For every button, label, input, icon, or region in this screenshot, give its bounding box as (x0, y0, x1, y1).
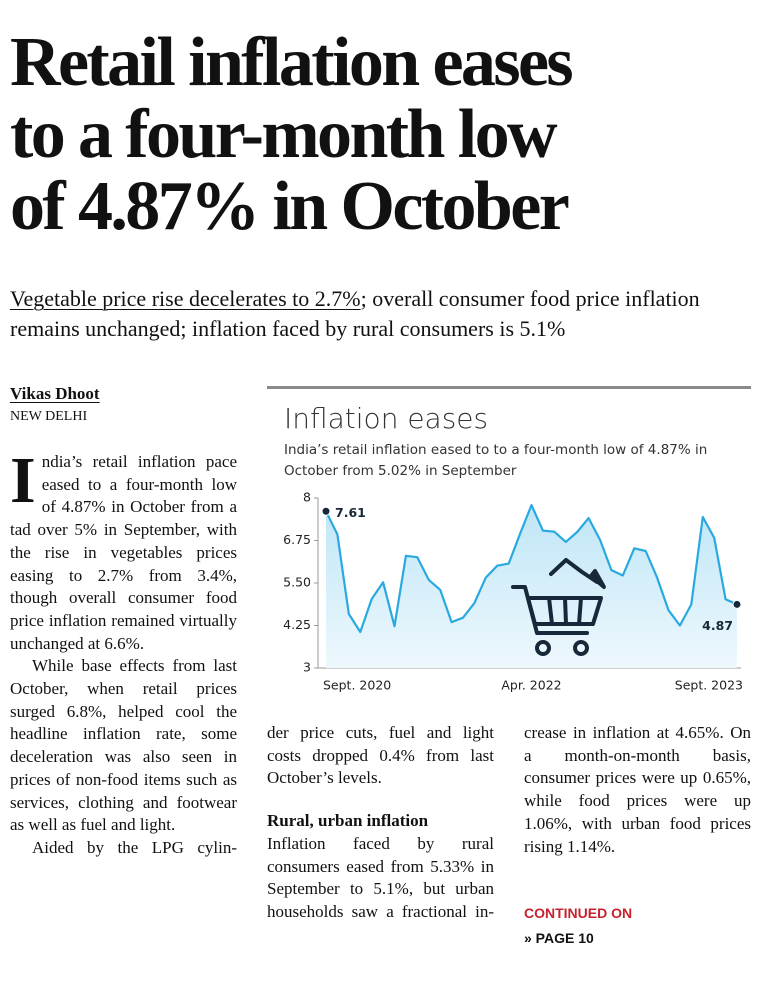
chart-subtitle-box: India’s retail inflation eased to to a f… (284, 442, 708, 479)
headline: Retail inflation eases to a four-month l… (10, 27, 755, 243)
continued-label: CONTINUED ON (524, 905, 633, 921)
paragraph: Aided by the LPG cylin- (32, 837, 237, 857)
x-tick-label: Apr. 2022 (501, 678, 561, 693)
subheadline-highlight: Vegetable price rise decelerates to 2.7% (10, 286, 361, 311)
cart-slat (547, 596, 554, 626)
dateline: NEW DELHI (10, 409, 88, 424)
cart-wheel (535, 640, 551, 656)
y-tick-label: 6.75 (283, 532, 311, 547)
section-heading: Rural, urban inflation (267, 811, 429, 831)
cart-wheel (573, 640, 589, 656)
y-tick-label: 3 (303, 660, 311, 675)
column: der price cuts, fuel and light costs dro… (267, 722, 494, 924)
y-tick-label: 8 (303, 490, 311, 505)
point (732, 599, 742, 609)
paragraph: crease in inflation at 4.65%. On a month… (524, 723, 751, 856)
paragraph: Inflation faced by rural consumers eased… (267, 833, 494, 921)
headline-line: to a four-month low (10, 96, 558, 173)
area (326, 505, 737, 668)
byline: Vikas Dhoot (10, 384, 100, 403)
cart-slat (563, 596, 568, 626)
cart-icon (511, 558, 606, 656)
paragraph: India’s retail inflation pace eased to a… (10, 444, 237, 653)
point (321, 506, 331, 516)
chart-top-rule (267, 386, 751, 389)
plot: 3 4.25 5.50 6.75 8 Sept. 2020 Apr. 2022 Sept. 2… (283, 490, 743, 693)
cart-basket (526, 596, 603, 626)
chart: Inflation eases India’s retail inflation… (267, 386, 751, 693)
headline-line: of 4.87% in October (10, 168, 570, 243)
line (325, 504, 738, 634)
x-tick-label: Sept. 2020 (323, 678, 391, 693)
paragraph: While base effects from last October, wh… (10, 656, 237, 835)
column: India’s retail inflation pace eased to a… (10, 444, 237, 860)
subheadline: Vegetable price rise decelerates to 2.7%… (10, 284, 735, 344)
cart-slat (577, 596, 583, 626)
data-label: 7.61 (335, 505, 366, 520)
x-tick-label: Sept. 2023 (675, 678, 743, 693)
column: crease in inflation at 4.65%. On a month… (524, 722, 751, 858)
paragraph: der price cuts, fuel and light costs dro… (267, 723, 494, 788)
chart-title: Inflation eases (284, 402, 488, 435)
subheadline-text: ; overall consumer food price inflation … (10, 286, 700, 341)
y-tick-label: 5.50 (283, 575, 311, 590)
chart-subtitle: India’s retail inflation eased to to a f… (284, 442, 708, 479)
headline-line: Retail inflation eases (10, 27, 574, 101)
continued-page: » PAGE 10 (524, 930, 594, 946)
y-tick-label: 4.25 (283, 617, 311, 632)
data-label: 4.87 (702, 618, 733, 633)
arrow-head (589, 569, 606, 589)
